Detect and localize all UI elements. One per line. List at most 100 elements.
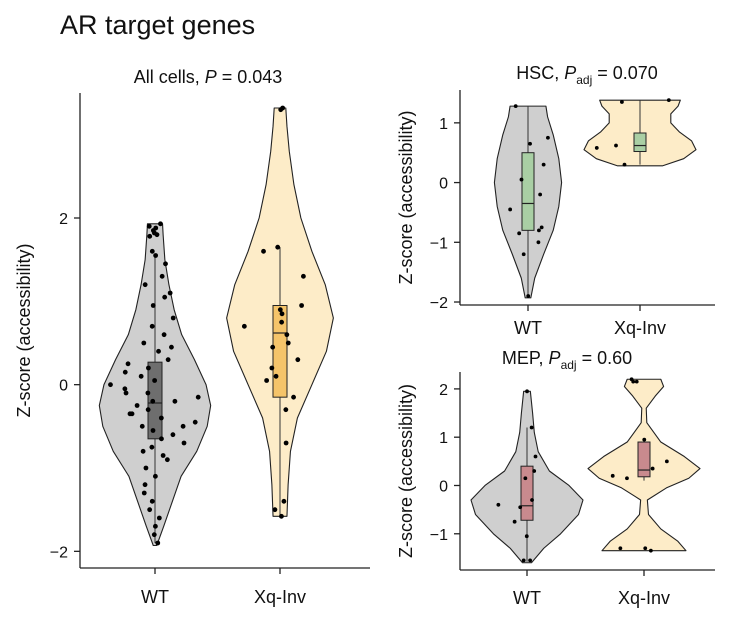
x-tick-label: Xq-Inv [254, 587, 306, 607]
data-point [508, 207, 513, 212]
x-tick-label: Xq-Inv [618, 588, 670, 608]
data-point [295, 357, 301, 363]
data-point [241, 323, 247, 329]
box-wt [147, 361, 163, 440]
data-point [264, 378, 270, 383]
figure-title: AR target genes [60, 10, 255, 40]
data-point [139, 423, 145, 429]
x-tick-label: Xq-Inv [614, 318, 666, 338]
data-point [284, 332, 290, 338]
data-point [537, 228, 541, 233]
data-point [153, 253, 159, 258]
data-point [521, 558, 526, 563]
data-point [141, 490, 147, 496]
data-point [532, 469, 537, 473]
panel-all-cells: All cells, P = 0.043 −2 0 2 WT Xq-Inv Z-score … [14, 67, 370, 607]
data-point [283, 407, 289, 413]
data-point [145, 390, 151, 396]
data-point [149, 323, 155, 329]
y-tick-label: 0 [439, 176, 448, 193]
data-point [138, 373, 144, 379]
data-point [155, 540, 161, 546]
data-point [664, 459, 669, 464]
y-axis-label: Z-score (accessibility) [396, 384, 416, 558]
data-point [610, 473, 615, 478]
data-point [125, 361, 131, 367]
data-point [625, 476, 629, 481]
data-point [261, 248, 266, 254]
data-point [154, 232, 160, 238]
panel-title: MEP, Padj = 0.60 [502, 348, 632, 372]
data-point [519, 177, 524, 182]
data-point [517, 231, 522, 236]
data-point [159, 436, 164, 442]
data-point [170, 432, 176, 438]
data-point [159, 273, 165, 279]
x-tick-label: WT [513, 588, 541, 608]
y-tick-label: −1 [430, 235, 448, 252]
data-point [147, 507, 153, 513]
box-xq-inv [633, 132, 647, 153]
data-point [642, 437, 647, 442]
y-tick-label: −1 [430, 527, 448, 544]
data-point [533, 454, 538, 459]
data-point [149, 444, 155, 450]
data-point [536, 240, 541, 245]
data-point [272, 507, 278, 513]
data-point [152, 378, 158, 383]
data-point [134, 403, 140, 408]
data-point [529, 425, 534, 430]
data-point [546, 135, 550, 140]
box-xq-inv [272, 305, 288, 398]
x-tick-label: WT [514, 318, 542, 338]
box-wt [520, 465, 534, 521]
panel-title: HSC, Padj = 0.070 [516, 63, 658, 87]
data-point [146, 223, 152, 229]
data-point [156, 515, 162, 521]
data-point [614, 143, 618, 148]
data-point [150, 428, 156, 433]
data-point [158, 415, 164, 421]
y-axis-label: Z-score (accessibility) [396, 110, 416, 284]
data-point [161, 332, 167, 338]
data-point [181, 440, 187, 446]
data-point [512, 519, 517, 524]
panel-hsc: HSC, Padj = 0.070 −2 −1 0 1 WT Xq-Inv Z-score (… [396, 63, 715, 338]
data-point [150, 303, 156, 308]
data-point [643, 546, 648, 551]
panel-mep: MEP, Padj = 0.60 −1 0 1 2 WT Xq-Inv Z-score (ac… [396, 348, 715, 608]
data-point [141, 340, 147, 346]
data-point [167, 290, 173, 296]
y-tick-label: 1 [439, 116, 448, 133]
data-point [122, 369, 128, 375]
data-point [273, 373, 279, 379]
y-tick-label: 2 [439, 382, 448, 399]
data-point [666, 98, 671, 103]
data-point [285, 340, 291, 346]
data-point [518, 505, 523, 510]
y-tick-label: 0 [439, 478, 448, 495]
data-point [528, 141, 532, 146]
data-point [146, 365, 151, 371]
data-point [163, 261, 168, 267]
data-point [275, 244, 281, 250]
data-point [301, 273, 306, 279]
box-wt [521, 152, 535, 231]
data-point [270, 344, 276, 350]
data-point [521, 252, 526, 257]
data-point [142, 282, 148, 288]
data-point [122, 386, 128, 392]
data-point [192, 419, 198, 425]
data-point [279, 311, 285, 317]
data-point [123, 390, 129, 396]
data-point [526, 294, 531, 298]
data-point [156, 348, 161, 354]
data-point [149, 498, 155, 504]
data-point [277, 307, 283, 313]
data-point [538, 192, 543, 197]
data-point [496, 502, 501, 507]
data-point [169, 344, 174, 350]
data-point [165, 357, 171, 363]
data-point [108, 382, 113, 388]
box-xq-inv [637, 441, 651, 478]
